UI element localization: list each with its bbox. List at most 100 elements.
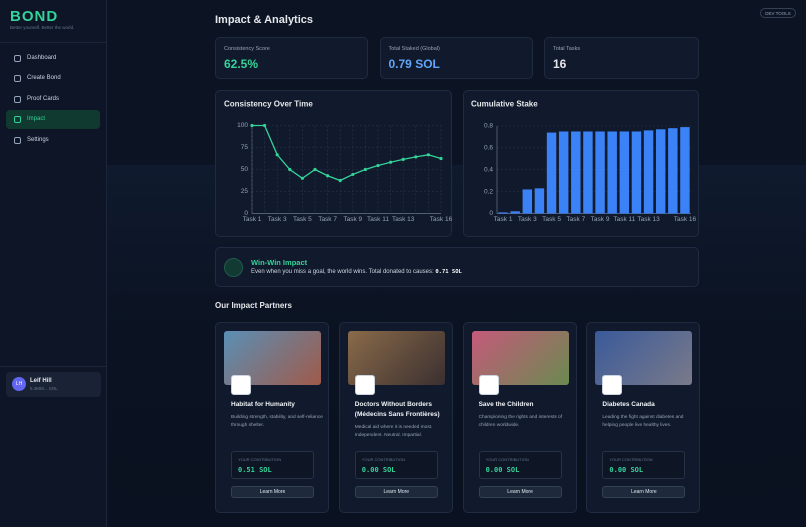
x-tick-label: Task 11	[367, 216, 389, 223]
partner-card: Diabetes Canada Leading the fight against…	[586, 322, 701, 513]
partner-logo	[354, 375, 375, 395]
learn-more-button[interactable]: Learn More	[231, 486, 314, 498]
stat-card: Total Tasks 16	[544, 37, 699, 79]
line	[252, 124, 442, 182]
stat-label: Consistency Score	[224, 46, 270, 52]
point	[376, 163, 380, 168]
x-tick-label: Task 1	[243, 216, 262, 223]
nav-icon	[14, 116, 21, 124]
x-tick-label: Task 13	[392, 216, 415, 223]
tagline: Better yourself. Better the world.	[10, 25, 75, 30]
point	[275, 153, 279, 157]
x-tick-label: Task 9	[591, 216, 610, 223]
point	[426, 153, 430, 157]
avatar: LH	[12, 377, 26, 391]
nav-label: Dashboard	[27, 55, 57, 61]
x-tick-label: Task 3	[518, 216, 537, 223]
stat-value: 16	[553, 57, 567, 71]
partner-description: Championing the rights and interests of …	[478, 415, 563, 428]
nav-icon	[14, 136, 21, 144]
bar	[571, 131, 581, 214]
learn-more-button[interactable]: Learn More	[354, 486, 438, 498]
y-tick-label: 0	[244, 210, 248, 217]
bar	[510, 211, 520, 214]
chart-title: Cumulative Stake	[471, 100, 538, 109]
x-tick-label: Task 9	[343, 216, 362, 223]
nav-label: Proof Cards	[27, 95, 60, 102]
nav-item[interactable]: Proof Cards	[6, 90, 100, 109]
nav-icon	[14, 75, 21, 83]
learn-more-button[interactable]: Learn More	[602, 486, 686, 498]
partner-name: Save the Children	[478, 401, 534, 408]
nav-item[interactable]: Create Bond	[6, 69, 100, 88]
chart-title: Consistency Over Time	[224, 100, 313, 109]
point	[300, 176, 304, 180]
nav-label: Settings	[27, 136, 49, 143]
user-name: Leif Hill	[30, 378, 52, 384]
impact-banner: Win-Win Impact Even when you miss a goal…	[215, 247, 699, 287]
contribution-box: YOUR CONTRIBUTION 0.00 SOL	[354, 451, 438, 479]
partner-name: Diabetes Canada	[602, 401, 655, 408]
impact-title: Win-Win Impact	[251, 258, 308, 267]
partner-description: Medical aid where it is needed most. Ind…	[354, 425, 433, 438]
nav-item[interactable]: Impact	[6, 110, 100, 130]
point	[351, 172, 355, 177]
stat-card: Consistency Score 62.5%	[215, 37, 368, 79]
contribution-box: YOUR CONTRIBUTION 0.51 SOL	[231, 451, 314, 479]
learn-more-button[interactable]: Learn More	[478, 486, 562, 498]
point	[439, 156, 443, 161]
stat-label: Total Staked (Global)	[388, 46, 440, 52]
partner-logo	[602, 375, 623, 395]
point	[389, 160, 393, 164]
partner-name: Doctors Without Borders (Médecins Sans F…	[354, 401, 440, 418]
point	[288, 167, 292, 172]
y-tick-label: 0.2	[484, 188, 493, 195]
impact-amount: 0.71 SOL	[435, 269, 462, 275]
bar	[619, 131, 630, 214]
point	[401, 157, 405, 161]
y-tick-label: 25	[241, 188, 249, 195]
nav-item[interactable]: Dashboard	[6, 49, 100, 68]
bar	[643, 130, 654, 214]
partner-card: Doctors Without Borders (Médecins Sans F…	[338, 322, 453, 513]
bar	[522, 189, 533, 214]
x-tick-label: Task 7	[318, 216, 337, 223]
x-tick-label: Task 16	[430, 216, 453, 223]
dev-tools-button[interactable]: DEV TOOLS	[760, 8, 796, 18]
bar	[498, 212, 508, 214]
stat-card: Total Staked (Global) 0.79 SOL	[379, 37, 533, 79]
x-tick-label: Task 7	[566, 216, 585, 223]
bar	[534, 188, 545, 214]
x-tick-label: Task 5	[542, 216, 561, 223]
partner-description: Leading the fight against diabetes and h…	[602, 415, 684, 428]
nav-label: Impact	[27, 116, 46, 123]
stat-label: Total Tasks	[553, 46, 581, 52]
x-tick-label: Task 3	[268, 216, 287, 223]
contribution-amount: 0.00 SOL	[485, 466, 520, 474]
x-tick-label: Task 5	[293, 216, 312, 223]
bar	[583, 131, 593, 214]
point	[414, 155, 418, 159]
partner-logo	[231, 375, 251, 395]
contribution-label: YOUR CONTRIBUTION	[485, 457, 529, 462]
impact-text: Even when you miss a goal, the world win…	[251, 269, 434, 275]
nav-item[interactable]: Settings	[6, 131, 100, 150]
user-card[interactable]: LH Leif Hill 5.3MM... SOL	[6, 372, 101, 397]
partner-logo	[478, 375, 499, 395]
bar	[680, 127, 690, 214]
impact-text: Even when you miss a goal, the world win…	[251, 269, 462, 275]
contribution-label: YOUR CONTRIBUTION	[361, 457, 405, 462]
point	[263, 123, 267, 128]
partner-description: Building strength, stability, and self-r…	[231, 415, 323, 428]
divider	[0, 42, 107, 43]
y-tick-label: 0	[489, 210, 493, 217]
point	[250, 123, 254, 128]
point	[363, 167, 367, 172]
x-tick-label: Task 11	[613, 216, 635, 223]
leaf-icon	[224, 258, 243, 277]
x-tick-label: Task 13	[637, 216, 660, 223]
section-title: Our Impact Partners	[215, 301, 292, 310]
point	[313, 167, 317, 172]
